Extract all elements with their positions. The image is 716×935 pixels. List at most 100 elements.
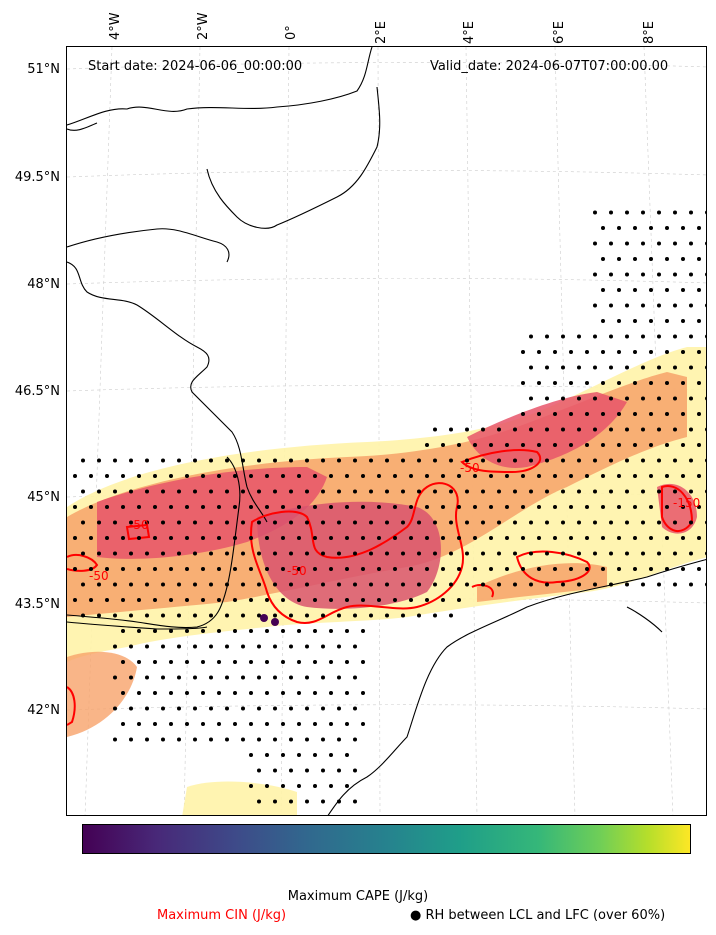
rh-dot bbox=[361, 691, 365, 695]
rh-dot bbox=[273, 675, 277, 680]
rh-dot bbox=[649, 474, 653, 478]
rh-dot bbox=[601, 381, 605, 385]
rh-dot bbox=[121, 474, 125, 478]
rh-dot bbox=[297, 598, 301, 602]
rh-dot bbox=[673, 241, 677, 246]
rh-dot bbox=[241, 675, 245, 680]
rh-dot bbox=[401, 458, 405, 463]
rh-dot bbox=[321, 799, 325, 804]
rh-dot bbox=[289, 613, 293, 618]
rh-dot bbox=[225, 644, 229, 649]
rh-dot bbox=[609, 551, 613, 556]
rh-dot bbox=[449, 489, 453, 494]
rh-dot bbox=[361, 505, 365, 509]
rh-dot bbox=[657, 489, 661, 494]
rh-dot bbox=[385, 489, 389, 494]
rh-dot bbox=[577, 334, 581, 339]
rh-dot bbox=[313, 629, 317, 633]
rh-dot bbox=[593, 334, 597, 339]
rh-dot bbox=[385, 613, 389, 618]
rh-dot bbox=[257, 675, 261, 680]
rh-dot bbox=[465, 458, 469, 463]
rh-dot bbox=[321, 768, 325, 773]
rh-dot bbox=[641, 551, 645, 556]
rh-dot bbox=[121, 536, 125, 540]
rh-dot bbox=[441, 474, 445, 478]
rh-dot bbox=[273, 737, 277, 742]
rh-dot bbox=[177, 520, 181, 525]
rh-dot bbox=[689, 489, 693, 494]
rh-dot bbox=[289, 551, 293, 556]
rh-dot bbox=[241, 458, 245, 463]
rh-dot bbox=[169, 660, 173, 664]
rh-dot bbox=[657, 582, 661, 587]
rh-dot bbox=[145, 737, 149, 742]
rh-dot bbox=[313, 753, 317, 757]
rh-dot bbox=[177, 458, 181, 463]
rh-dot bbox=[585, 412, 589, 416]
rh-dot bbox=[649, 350, 653, 354]
rh-dot bbox=[353, 520, 357, 525]
rh-dot bbox=[353, 799, 357, 804]
rh-dot bbox=[241, 520, 245, 525]
rh-dot bbox=[673, 551, 677, 556]
rh-dot bbox=[193, 458, 197, 463]
rh-dot bbox=[113, 644, 117, 649]
rh-dot bbox=[433, 458, 437, 463]
rh-dot bbox=[353, 675, 357, 680]
rh-dot bbox=[129, 644, 133, 649]
rh-dot bbox=[337, 799, 341, 804]
lat-label-43-5: 43.5°N bbox=[14, 597, 60, 612]
rh-dot bbox=[609, 241, 613, 246]
rh-dot bbox=[345, 598, 349, 602]
rh-dot bbox=[241, 613, 245, 618]
rh-dot bbox=[97, 613, 101, 618]
cin-legend-label: Maximum CIN (J/kg) bbox=[157, 908, 287, 923]
rh-dot bbox=[233, 691, 237, 695]
rh-dot bbox=[393, 598, 397, 602]
rh-dot bbox=[185, 722, 189, 726]
rh-dot bbox=[273, 458, 277, 463]
rh-dot bbox=[705, 396, 706, 401]
rh-dot bbox=[353, 489, 357, 494]
rh-dot bbox=[425, 567, 429, 571]
rh-dot bbox=[129, 737, 133, 742]
rh-dot bbox=[417, 582, 421, 587]
rh-dot bbox=[705, 365, 706, 370]
rh-dot bbox=[697, 536, 701, 540]
rh-dot bbox=[689, 303, 693, 308]
rh-dot bbox=[585, 474, 589, 478]
rh-dot bbox=[465, 551, 469, 556]
rh-dot bbox=[673, 210, 677, 215]
rh-dot bbox=[249, 722, 253, 726]
rh-dot bbox=[553, 443, 557, 447]
rh-dot bbox=[289, 768, 293, 773]
rh-dot bbox=[689, 427, 693, 432]
rh-dot bbox=[433, 520, 437, 525]
rh-dot bbox=[657, 241, 661, 246]
rh-dot bbox=[617, 536, 621, 540]
rh-dot bbox=[481, 551, 485, 556]
rh-dot bbox=[689, 396, 693, 401]
rh-dot bbox=[257, 644, 261, 649]
rh-dot bbox=[417, 458, 421, 463]
rh-dot bbox=[657, 427, 661, 432]
rh-dot bbox=[649, 226, 653, 230]
rh-dot bbox=[265, 691, 269, 695]
rh-dot bbox=[633, 443, 637, 447]
rh-dot bbox=[385, 582, 389, 587]
rh-dot bbox=[353, 458, 357, 463]
rh-dot bbox=[89, 474, 93, 478]
rh-dot bbox=[393, 474, 397, 478]
rh-dot bbox=[145, 458, 149, 463]
rh-dot bbox=[201, 722, 205, 726]
rh-dot bbox=[689, 582, 693, 587]
rh-dot bbox=[593, 458, 597, 463]
rh-dot bbox=[233, 722, 237, 726]
rh-dot bbox=[617, 257, 621, 261]
rh-dot bbox=[489, 567, 493, 571]
rh-dot bbox=[633, 257, 637, 261]
rh-dot bbox=[145, 613, 149, 618]
rh-dot bbox=[217, 505, 221, 509]
rh-dot bbox=[313, 691, 317, 695]
